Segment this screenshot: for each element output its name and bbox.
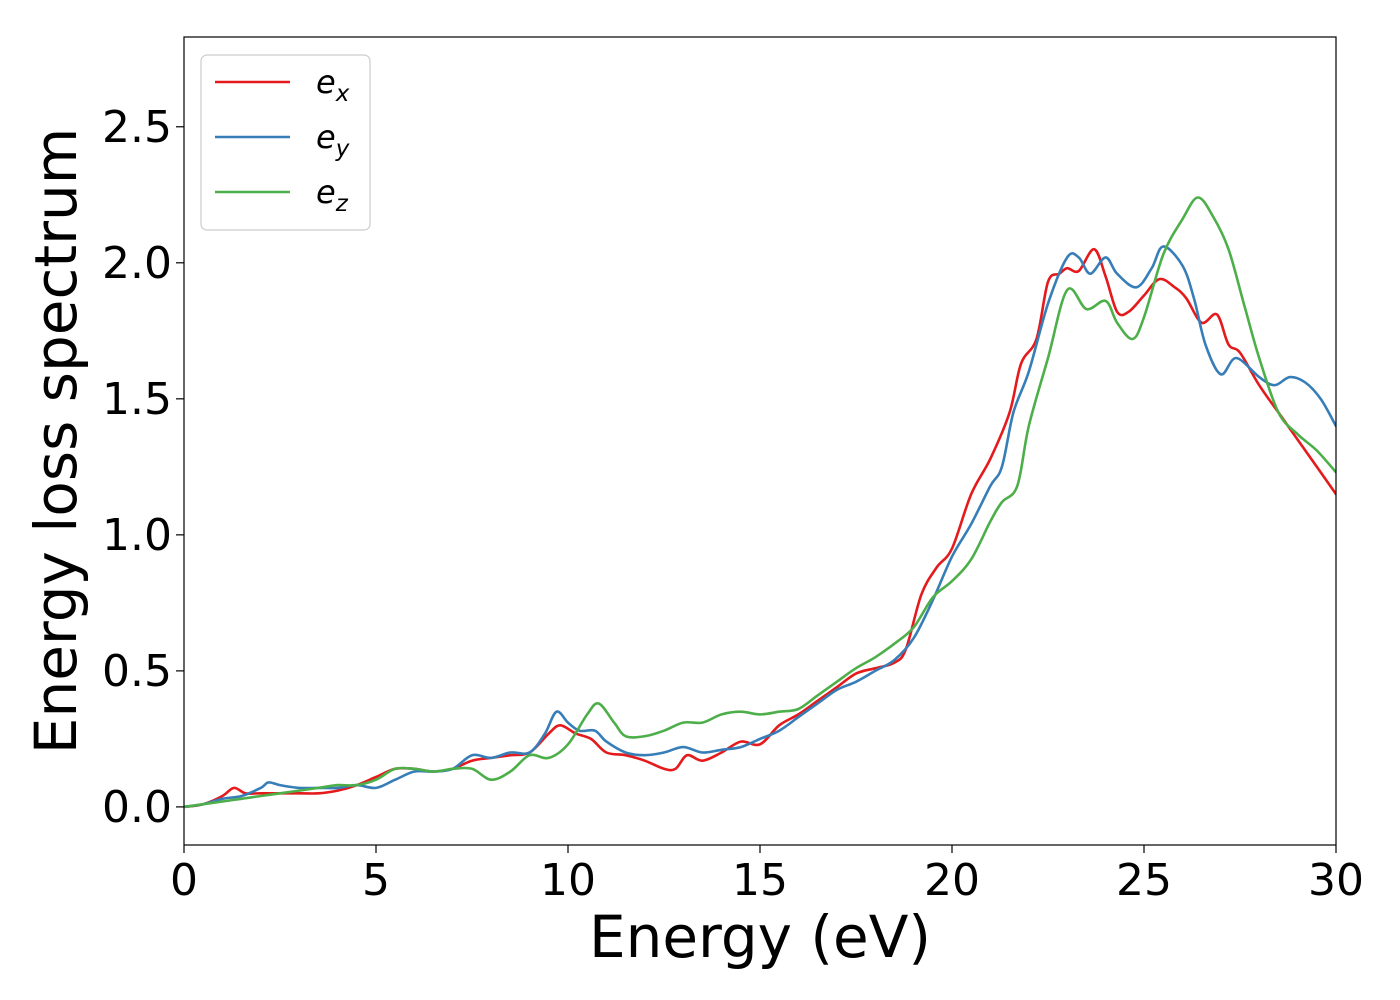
y-axis-label: Energy loss spectrum: [22, 128, 90, 754]
x-tick-label: 30: [1308, 855, 1364, 906]
series-layer: [184, 196, 1336, 809]
y-tick-label: 2.5: [102, 102, 172, 153]
series-line-x: [184, 247, 1336, 809]
y-tick-label: 0.0: [102, 782, 172, 833]
y-tick-label: 0.5: [102, 646, 172, 697]
y-tick-label: 2.0: [102, 238, 172, 289]
x-tick-label: 15: [732, 855, 788, 906]
y-tick-label: 1.0: [102, 510, 172, 561]
x-tick-label: 20: [924, 855, 980, 906]
series-line-y: [184, 245, 1336, 809]
x-tick-label: 10: [540, 855, 596, 906]
x-tick-label: 0: [170, 855, 198, 906]
x-tick-label: 25: [1116, 855, 1172, 906]
x-axis-label: Energy (eV): [589, 903, 931, 971]
legend-label-z: ez: [316, 173, 349, 217]
ticks-layer: 0 5 10 15 20 25 30 0.0 0.5 1.0 1.5 2.0 2.5: [102, 102, 1364, 906]
series-line-z: [184, 196, 1336, 809]
y-tick-label: 1.5: [102, 374, 172, 425]
x-tick-label: 5: [362, 855, 390, 906]
legend-frame: [200, 54, 371, 231]
